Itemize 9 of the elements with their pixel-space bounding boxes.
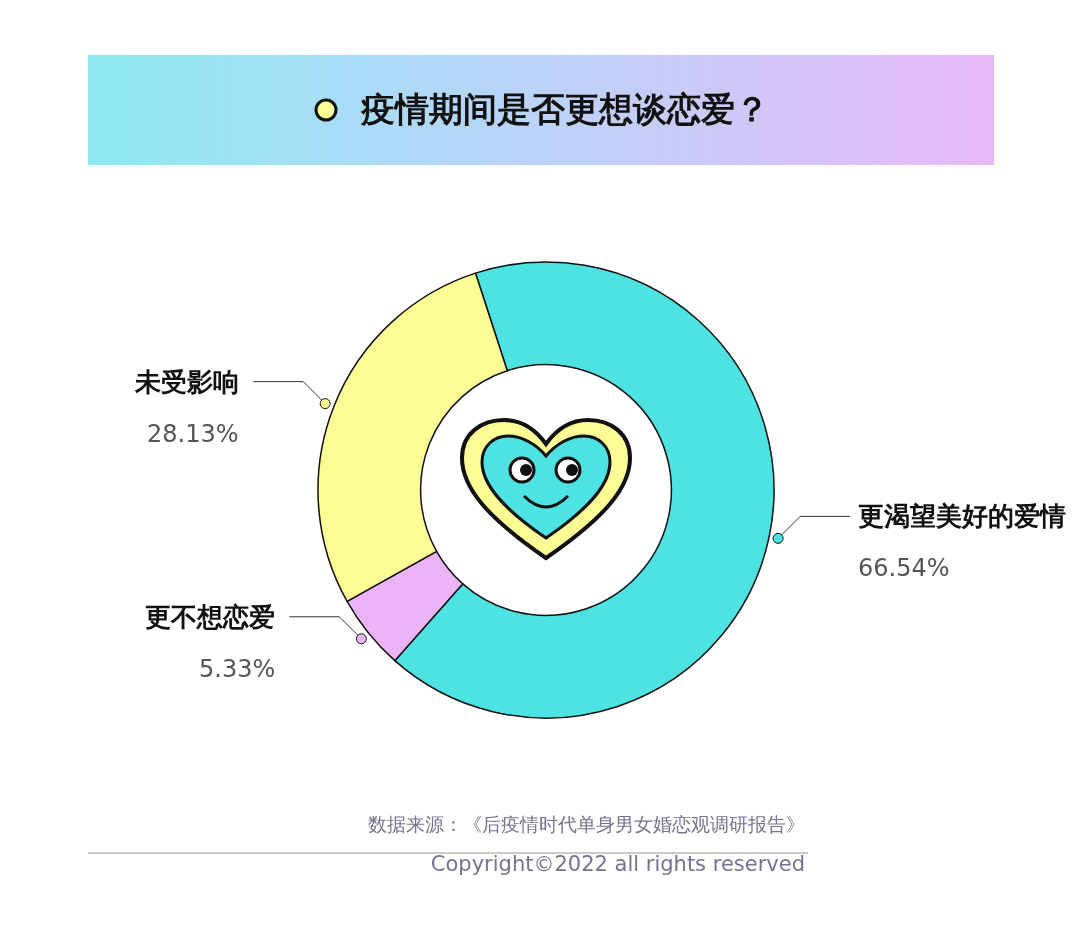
chart-title: 疫情期间是否更想谈恋爱？ bbox=[361, 88, 769, 131]
data-label: 28.13% bbox=[147, 420, 239, 448]
data-label: 5.33% bbox=[199, 655, 276, 683]
slice-label: 未受影响 bbox=[134, 367, 239, 397]
slice-label: 更不想恋爱 bbox=[145, 602, 275, 632]
source-note: 数据来源：《后疫情时代单身男女婚恋观调研报告》 bbox=[368, 813, 805, 835]
data-label: 66.54% bbox=[858, 554, 950, 582]
slice-label: 更渴望美好的爱情 bbox=[858, 501, 1066, 531]
text: Copyright©2022 all rights reserved bbox=[429, 852, 805, 876]
